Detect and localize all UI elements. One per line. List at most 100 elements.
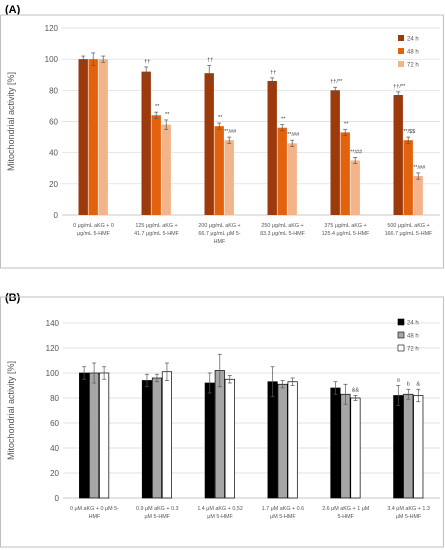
legend-label: 72 h [407, 63, 419, 69]
bar [340, 132, 350, 215]
y-tick-label: 20 [49, 180, 58, 189]
bar [413, 176, 423, 215]
bar [340, 393, 351, 499]
x-tick-label: 41.7 μg/mL 5-HMF [134, 231, 180, 237]
y-tick-label: 120 [45, 24, 59, 33]
legend-swatch [398, 61, 404, 67]
y-tick-label: 0 [55, 494, 60, 503]
x-tick-label: μM 5-HMF [396, 514, 422, 520]
x-tick-label: 3.4 μM aKG + 1.3 [387, 506, 430, 512]
bar [79, 372, 90, 499]
bar [393, 95, 403, 215]
x-tick-label: 125.4 μg/mL 5-HMF [322, 231, 371, 237]
x-tick-label: 166.7 μg/mL 5-HMF [385, 231, 434, 237]
legend-label: 24 h [407, 37, 419, 43]
bar [287, 143, 297, 215]
bar [330, 90, 340, 215]
y-tick-label: 100 [46, 369, 60, 378]
x-tick-label: 83.3 μg/mL 5-HMF [260, 231, 306, 237]
bar [267, 80, 277, 215]
x-tick-label: 500 μg/mL aKG + [387, 223, 429, 229]
bar [151, 377, 162, 499]
bar [403, 393, 414, 499]
x-tick-label: 250 μg/mL aKG + [261, 223, 303, 229]
y-tick-label: 20 [50, 469, 59, 478]
bar [151, 115, 161, 215]
bar [287, 381, 298, 499]
y-tick-label: 120 [46, 344, 60, 353]
bar [214, 370, 225, 499]
significance-label: ** [218, 115, 223, 121]
panel-label-b: (B) [5, 292, 21, 304]
x-tick-label: 5-HMF [338, 514, 355, 520]
x-tick-label: 1.7 μM aKG + 0.6 [262, 506, 305, 512]
significance-label: && [352, 388, 360, 394]
significance-label: ** [281, 117, 286, 123]
bar [78, 59, 88, 215]
x-tick-label: 0.9 μM aKG + 0.3 [136, 506, 179, 512]
bar [224, 378, 235, 499]
y-axis-label: Mitochondrial activity [%] [6, 361, 16, 460]
significance-label: ** [344, 121, 349, 127]
bar [403, 140, 413, 215]
chart-frame [0, 296, 444, 548]
y-tick-label: 0 [54, 211, 59, 220]
bar [350, 160, 360, 215]
bar [141, 380, 152, 499]
y-axis-label: Mitochondrial activity [%] [6, 72, 16, 171]
bar [350, 397, 361, 499]
significance-label: **/## [350, 149, 363, 155]
bar [214, 126, 224, 215]
panel-label-a: (A) [5, 4, 21, 16]
x-tick-label: HMF [89, 514, 101, 520]
bar [267, 381, 278, 499]
significance-label: ††/** [393, 84, 406, 90]
chart-frame [0, 14, 444, 269]
y-tick-label: 60 [50, 419, 59, 428]
bar [204, 382, 215, 499]
significance-label: a [397, 378, 401, 384]
significance-label: & [416, 381, 420, 387]
x-tick-label: 0 μM aKG + 0 μM 5- [70, 506, 119, 512]
significance-label: ** [155, 104, 160, 110]
bar [224, 140, 234, 215]
x-tick-label: μM 5-HMF [207, 514, 233, 520]
x-tick-label: 375 μg/mL aKG + [324, 223, 366, 229]
significance-label: ** [165, 112, 170, 118]
y-tick-label: 100 [45, 55, 59, 64]
x-tick-label: μM 5-HMF [270, 514, 296, 520]
bar [413, 395, 424, 499]
legend-label: 48 h [407, 334, 419, 340]
bar [161, 124, 171, 215]
y-tick-label: 40 [50, 444, 59, 453]
legend-swatch [397, 331, 405, 339]
legend-swatch [398, 35, 404, 41]
bar [88, 59, 98, 215]
bar [393, 395, 404, 499]
x-tick-label: 1.4 μM aKG + 0,52 [197, 506, 243, 512]
significance-label: †† [270, 70, 276, 76]
y-tick-label: 40 [49, 149, 58, 158]
chart-panel-a: 0 20 40 60 80 100 120 Mitochondrial activity [%… [0, 14, 444, 269]
x-tick-label: μg/mL 5-HMF [77, 231, 111, 237]
x-tick-label: 66.7 μg/mL μM 5- [198, 231, 240, 237]
bar [98, 59, 108, 215]
bar [204, 73, 214, 215]
y-tick-label: 60 [49, 118, 58, 127]
bar [161, 371, 172, 499]
x-tick-label: 200 μg/mL aKG + [198, 223, 240, 229]
y-tick-label: 80 [49, 86, 58, 95]
x-tick-label: μM 5-HMF [144, 514, 170, 520]
significance-label: **/## [224, 129, 237, 135]
legend-swatch [397, 318, 405, 326]
significance-label: **/$$ [403, 129, 416, 135]
bar [141, 71, 151, 215]
x-tick-label: 2.6 μM aKG + 1 μM [322, 506, 370, 512]
x-tick-label: 125 μg/mL aKG + [135, 223, 177, 229]
significance-label: †† [144, 59, 150, 65]
bar [277, 383, 288, 499]
x-tick-label: HMF [214, 239, 226, 245]
legend-label: 48 h [407, 50, 419, 56]
y-tick-label: 140 [46, 319, 60, 328]
significance-label: b [407, 381, 410, 387]
